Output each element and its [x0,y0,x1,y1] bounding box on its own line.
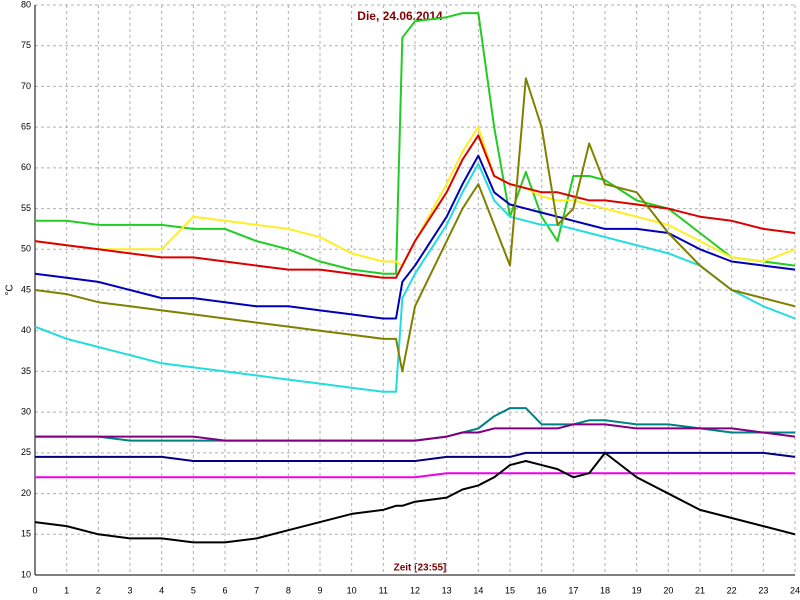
x-tick-label: 2 [96,585,101,595]
x-tick-label: 23 [758,585,768,595]
y-tick-label: 80 [21,0,31,9]
series-line [34,154,796,320]
x-tick-label: 22 [727,585,737,595]
x-tick-label: 18 [600,585,610,595]
x-tick-label: 21 [695,585,705,595]
x-tick-label: 19 [632,585,642,595]
y-tick-label: 15 [21,529,31,539]
x-tick-label: 9 [317,585,322,595]
x-tick-label: 7 [254,585,259,595]
x-tick-label: 0 [32,585,37,595]
chart-title: Die, 24.06.2014 [357,9,443,23]
x-tick-label: 11 [379,585,388,595]
series-line [34,134,796,279]
x-tick-label: 14 [473,585,483,595]
x-tick-label: 6 [222,585,227,595]
x-tick-label: 8 [286,585,291,595]
y-tick-label: 65 [21,122,31,132]
y-tick-label: 70 [21,81,31,91]
y-tick-label: 25 [21,447,31,457]
x-tick-label: 10 [347,585,357,595]
y-tick-label: 75 [21,40,31,50]
y-tick-label: 30 [21,407,31,417]
y-tick-label: 40 [21,325,31,335]
x-tick-label: 5 [191,585,196,595]
y-tick-label: 55 [21,203,31,213]
x-tick-label: 16 [537,585,547,595]
x-tick-label: 20 [663,585,673,595]
x-tick-label: 13 [442,585,452,595]
x-tick-label: 1 [64,585,69,595]
x-tick-label: 3 [127,585,132,595]
y-tick-label: 45 [21,284,31,294]
x-tick-label: 15 [505,585,515,595]
y-axis-label: °C [5,284,16,295]
series-line [35,12,796,275]
x-axis-label: Zeit [23:55] [394,563,447,574]
series-line [34,451,796,544]
series-line [34,126,796,267]
y-tick-label: 10 [21,569,31,579]
x-tick-label: 12 [410,585,420,595]
series-line [34,162,796,393]
y-tick-label: 35 [21,366,31,376]
x-tick-label: 4 [159,585,164,595]
x-tick-label: 17 [568,585,578,595]
y-tick-label: 50 [21,244,31,254]
x-tick-label: 24 [790,585,800,595]
series-line [34,77,796,373]
y-tick-label: 60 [21,162,31,172]
y-tick-label: 20 [21,488,31,498]
series-line [35,451,796,462]
series-line [35,423,796,442]
